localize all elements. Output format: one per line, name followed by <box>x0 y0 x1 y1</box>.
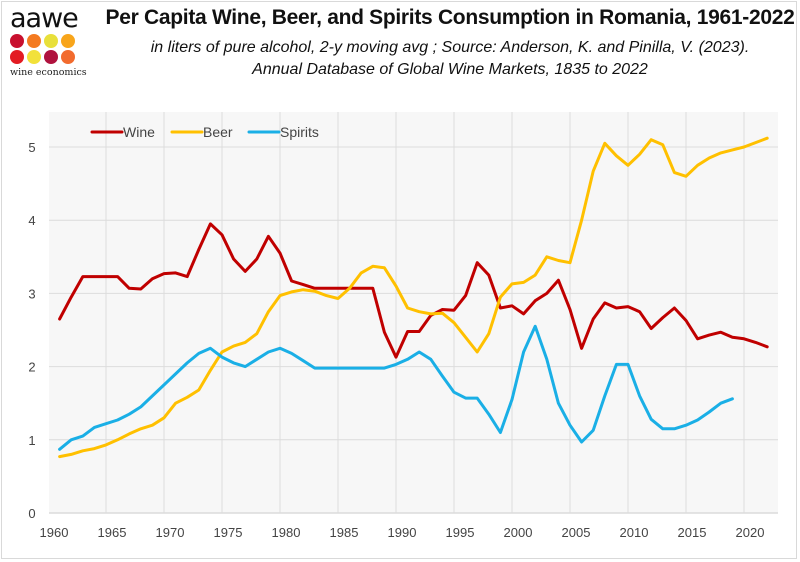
series-line-spirits <box>58 324 734 451</box>
x-tick-label: 1995 <box>446 525 475 540</box>
y-tick-label: 1 <box>28 433 35 448</box>
y-tick-label: 2 <box>28 360 35 375</box>
y-tick-label: 3 <box>28 286 35 301</box>
series-line-beer <box>58 136 769 459</box>
x-tick-label: 1965 <box>98 525 127 540</box>
series-line-wine <box>58 222 769 359</box>
chart-subtitle-line2: Annual Database of Global Wine Markets, … <box>252 61 648 78</box>
x-tick-label: 2000 <box>504 525 533 540</box>
logo-dots <box>10 34 88 64</box>
chart-title: Per Capita Wine, Beer, and Spirits Consu… <box>105 6 795 29</box>
plot-area <box>49 112 778 513</box>
x-tick-label: 1980 <box>272 525 301 540</box>
logo-dot <box>61 34 75 48</box>
x-tick-label: 2015 <box>678 525 707 540</box>
x-tick-label: 2005 <box>562 525 591 540</box>
legend-label-wine: Wine <box>123 124 155 140</box>
series-lines <box>58 136 769 459</box>
logo-wordmark: aawe <box>10 3 79 34</box>
chart-subtitle-line1: in liters of pure alcohol, 2-y moving av… <box>150 39 750 56</box>
y-tick-label: 0 <box>28 506 35 521</box>
logo-dot <box>10 34 24 48</box>
legend-label-beer: Beer <box>203 124 233 140</box>
x-tick-label: 1975 <box>214 525 243 540</box>
aawe-logo: aawe wine economics <box>8 3 88 78</box>
x-tick-label: 1960 <box>40 525 69 540</box>
logo-dot <box>27 34 41 48</box>
x-tick-label: 1985 <box>330 525 359 540</box>
logo-subtitle: wine economics <box>10 67 87 78</box>
y-tick-label: 4 <box>28 213 35 228</box>
logo-dot <box>61 50 75 64</box>
logo-dot <box>27 50 41 64</box>
legend-label-spirits: Spirits <box>280 124 319 140</box>
x-tick-label: 2010 <box>620 525 649 540</box>
y-tick-label: 5 <box>28 140 35 155</box>
logo-dot <box>10 50 24 64</box>
logo-dot <box>44 34 58 48</box>
logo-dot <box>44 50 58 64</box>
axis-tick-labels: 0 1 2 3 4 5 1960 1965 1970 1975 1980 1985 1990 1995 20… <box>28 140 764 540</box>
legend: Wine Beer Spirits <box>90 124 319 140</box>
x-tick-label: 2020 <box>736 525 765 540</box>
gridlines <box>49 112 778 514</box>
x-tick-label: 1970 <box>156 525 185 540</box>
x-tick-label: 1990 <box>388 525 417 540</box>
